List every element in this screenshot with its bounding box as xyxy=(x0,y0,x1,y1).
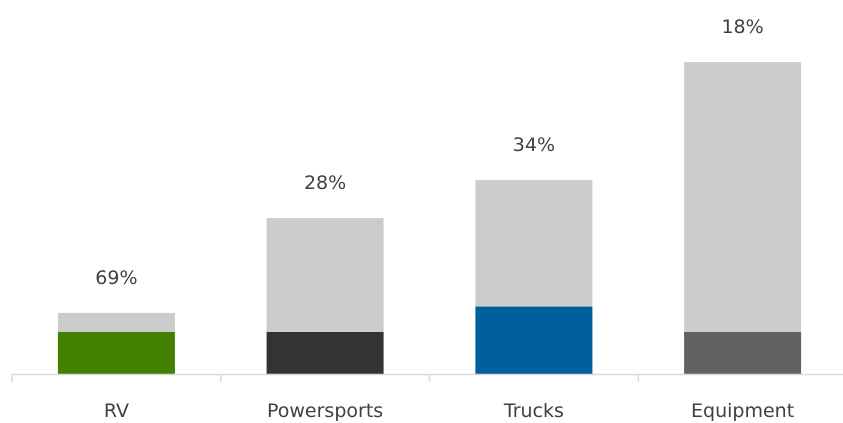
bar-equipment-seg-1 xyxy=(684,62,802,332)
x-tick-label-equipment: Equipment xyxy=(691,400,794,422)
bars-layer xyxy=(57,62,802,374)
data-labels-layer: 69% 28% 34% 18% xyxy=(95,16,763,289)
data-label-equipment: 18% xyxy=(721,16,763,38)
data-label-rv: 69% xyxy=(95,267,137,289)
x-axis: RV Powersports Trucks Equipment xyxy=(11,373,843,422)
data-label-powersports: 28% xyxy=(304,172,346,194)
data-label-trucks: 34% xyxy=(513,134,555,156)
x-tick-label-powersports: Powersports xyxy=(267,400,383,422)
bar-rv-seg-0 xyxy=(57,331,175,374)
x-tick-label-rv: RV xyxy=(104,400,129,422)
bar-powersports-seg-1 xyxy=(266,218,384,332)
bar-equipment-seg-0 xyxy=(684,331,802,374)
x-tick-label-trucks: Trucks xyxy=(503,400,564,422)
bar-powersports-seg-0 xyxy=(266,331,384,374)
bar-trucks-seg-1 xyxy=(475,180,593,307)
bar-trucks-seg-0 xyxy=(475,306,593,374)
bar-rv-seg-1 xyxy=(57,312,175,332)
